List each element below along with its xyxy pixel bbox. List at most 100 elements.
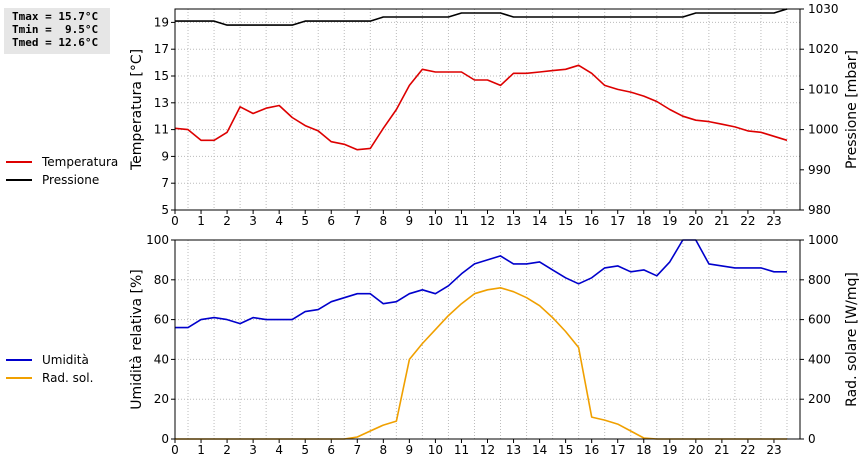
y-tick-label-right: 0 (808, 432, 816, 446)
y-tick-label-left: 100 (146, 233, 169, 247)
y-tick-label-left: 7 (161, 176, 169, 190)
x-tick-label: 0 (171, 443, 179, 457)
x-tick-label: 5 (301, 214, 309, 228)
y-tick-label-left: 15 (154, 69, 169, 83)
y-tick-label-left: 20 (154, 392, 169, 406)
x-tick-label: 18 (636, 443, 651, 457)
x-tick-label: 21 (714, 214, 729, 228)
y-axis-label-left: Temperatura [°C] (129, 49, 145, 171)
y-tick-label-right: 200 (808, 392, 831, 406)
legend-bottom: Umidità Rad. sol. (6, 351, 93, 387)
y-axis-label-right: Rad. solare [W/mq] (844, 272, 860, 407)
legend-label-pressione: Pressione (42, 173, 100, 187)
y-tick-label-right: 990 (808, 163, 831, 177)
x-tick-label: 6 (327, 443, 335, 457)
y-axis-label-right: Pressione [mbar] (844, 50, 860, 169)
x-tick-label: 7 (353, 443, 361, 457)
x-tick-label: 14 (532, 214, 547, 228)
x-tick-label: 22 (740, 443, 755, 457)
y-tick-label-right: 1000 (808, 123, 839, 137)
x-tick-label: 9 (406, 443, 414, 457)
x-tick-label: 1 (197, 214, 205, 228)
x-tick-label: 8 (380, 443, 388, 457)
legend-swatch-rad-sol (6, 377, 32, 379)
legend-swatch-umidita (6, 359, 32, 361)
y-tick-label-left: 13 (154, 96, 169, 110)
y-tick-label-left: 9 (161, 149, 169, 163)
legend-item-rad-sol: Rad. sol. (6, 369, 93, 387)
x-tick-label: 9 (406, 214, 414, 228)
x-tick-label: 8 (380, 214, 388, 228)
x-tick-label: 13 (506, 443, 521, 457)
x-tick-label: 20 (688, 214, 703, 228)
legend-item-temperatura: Temperatura (6, 153, 118, 171)
x-tick-label: 21 (714, 443, 729, 457)
stat-tmax: Tmax = 15.7°C (12, 10, 99, 23)
x-tick-label: 14 (532, 443, 547, 457)
x-tick-label: 4 (275, 214, 283, 228)
x-tick-label: 12 (480, 443, 495, 457)
y-tick-label-right: 1010 (808, 82, 839, 96)
x-tick-label: 7 (353, 214, 361, 228)
x-tick-label: 3 (249, 214, 257, 228)
x-tick-label: 19 (662, 443, 677, 457)
x-tick-label: 4 (275, 443, 283, 457)
y-tick-label-right: 980 (808, 203, 831, 217)
x-tick-label: 17 (610, 214, 625, 228)
x-tick-label: 15 (558, 214, 573, 228)
x-tick-label: 17 (610, 443, 625, 457)
x-tick-label: 10 (428, 443, 443, 457)
stats-box: Tmax = 15.7°C Tmin = 9.5°C Tmed = 12.6°C (4, 8, 110, 54)
plot-frame (174, 239, 801, 440)
y-tick-label-left: 0 (161, 432, 169, 446)
x-tick-label: 0 (171, 214, 179, 228)
x-tick-label: 23 (766, 214, 781, 228)
y-tick-label-right: 1000 (808, 233, 839, 247)
series-line-pressione (175, 8, 788, 26)
x-tick-label: 10 (428, 214, 443, 228)
x-tick-label: 12 (480, 214, 495, 228)
series-line-rad-sol (175, 286, 787, 440)
x-tick-label: 6 (327, 214, 335, 228)
legend-top: Temperatura Pressione (6, 153, 118, 189)
legend-label-temperatura: Temperatura (42, 155, 119, 169)
x-tick-label: 18 (636, 214, 651, 228)
x-tick-label: 11 (454, 214, 469, 228)
y-tick-label-left: 60 (154, 313, 169, 327)
x-tick-label: 23 (766, 443, 781, 457)
x-tick-label: 15 (558, 443, 573, 457)
y-tick-label-left: 17 (154, 42, 169, 56)
x-tick-label: 22 (740, 214, 755, 228)
x-tick-label: 19 (662, 214, 677, 228)
legend-swatch-temperatura (6, 161, 32, 163)
legend-item-umidita: Umidità (6, 351, 93, 369)
stat-tmed: Tmed = 12.6°C (12, 36, 99, 49)
legend-label-rad-sol: Rad. sol. (42, 371, 94, 385)
y-tick-label-right: 400 (808, 352, 831, 366)
legend-item-pressione: Pressione (6, 171, 118, 189)
y-axis-label-left: Umidità relativa [%] (129, 269, 145, 410)
legend-label-umidita: Umidità (42, 353, 89, 367)
y-tick-label-left: 5 (161, 203, 169, 217)
legend-swatch-pressione (6, 179, 32, 181)
y-tick-label-left: 80 (154, 273, 169, 287)
x-tick-label: 2 (223, 443, 231, 457)
stat-tmin: Tmin = 9.5°C (12, 23, 99, 36)
x-tick-label: 1 (197, 443, 205, 457)
y-tick-label-right: 800 (808, 273, 831, 287)
y-tick-label-right: 1020 (808, 42, 839, 56)
x-tick-label: 16 (584, 443, 599, 457)
x-tick-label: 3 (249, 443, 257, 457)
y-tick-label-left: 11 (154, 123, 169, 137)
y-tick-label-right: 600 (808, 313, 831, 327)
y-tick-label-right: 1030 (808, 2, 839, 16)
y-tick-label-left: 40 (154, 352, 169, 366)
y-tick-label-left: 19 (154, 15, 169, 29)
x-tick-label: 16 (584, 214, 599, 228)
x-tick-label: 11 (454, 443, 469, 457)
x-tick-label: 2 (223, 214, 231, 228)
x-tick-label: 13 (506, 214, 521, 228)
x-tick-label: 20 (688, 443, 703, 457)
plot-frame (174, 8, 801, 211)
